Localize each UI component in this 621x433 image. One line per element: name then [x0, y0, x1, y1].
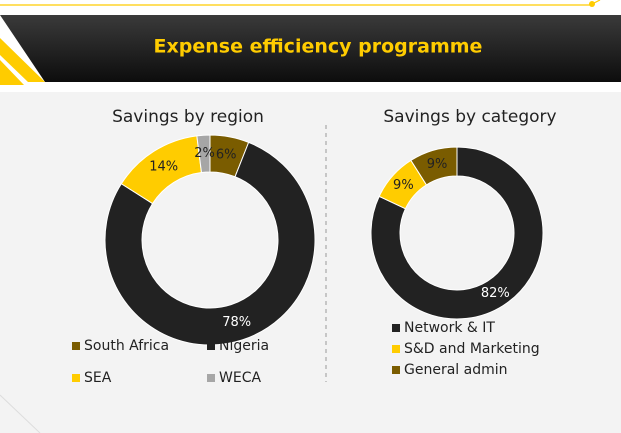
legend-swatch — [72, 374, 80, 382]
chart-title: Savings by category — [383, 107, 556, 127]
legend-swatch — [207, 342, 215, 350]
legend-swatch — [72, 342, 80, 350]
data-label: 6% — [216, 148, 237, 163]
legend-swatch — [207, 374, 215, 382]
donut-segment — [196, 134, 211, 174]
data-label: 9% — [427, 157, 448, 172]
legend-swatch — [392, 366, 400, 374]
chart-title: Savings by region — [112, 107, 264, 127]
legend-label: South Africa — [84, 338, 169, 354]
legend-label: Network & IT — [404, 320, 495, 336]
legend-swatch — [392, 324, 400, 332]
corner-line — [0, 394, 41, 433]
legend-label: General admin — [404, 362, 508, 378]
slide-title: Expense efficiency programme — [154, 36, 483, 58]
donut-segment — [370, 146, 544, 320]
header-band — [0, 15, 621, 82]
data-label: 9% — [393, 178, 414, 193]
top-dot — [589, 1, 595, 7]
data-label: 14% — [149, 159, 178, 174]
legend-swatch — [392, 345, 400, 353]
data-label: 82% — [481, 286, 510, 301]
data-label: 78% — [222, 315, 251, 330]
donut-segment — [410, 146, 458, 186]
legend-label: Nigeria — [219, 338, 269, 354]
legend-label: S&D and Marketing — [404, 341, 540, 357]
legend-label: WECA — [219, 370, 261, 386]
data-label: 2% — [194, 146, 215, 161]
header-stripe — [0, 38, 45, 82]
donut-segment — [104, 141, 316, 346]
legend-label: SEA — [84, 370, 112, 386]
header-stripe — [0, 60, 24, 85]
